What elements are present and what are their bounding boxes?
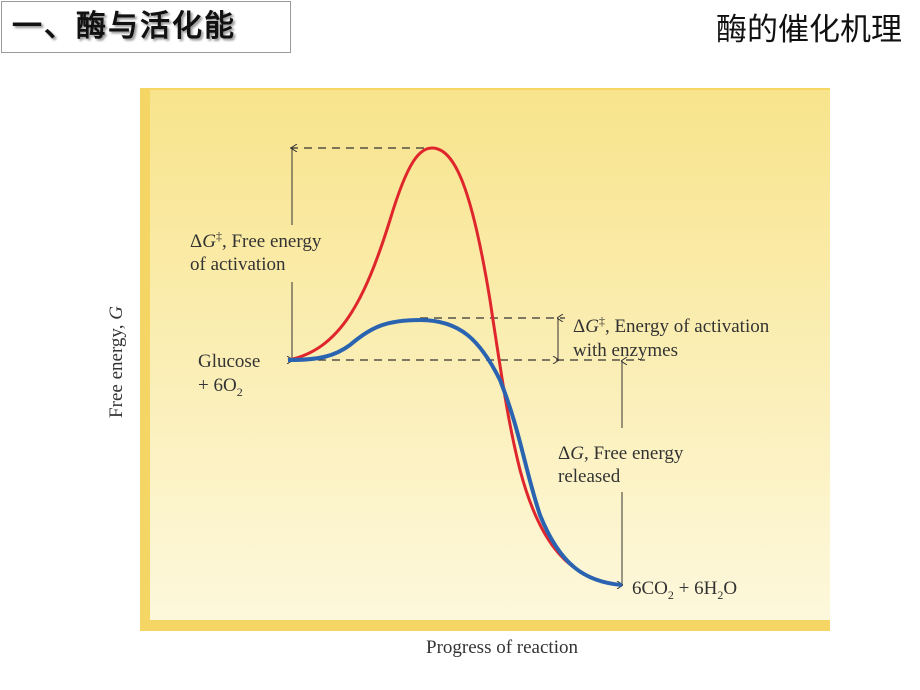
- uncatalyzed-label-line1: ΔG‡, Free energy: [190, 229, 322, 252]
- reactants-label-line1: Glucose: [198, 351, 260, 372]
- catalyzed-label-line1: ΔG‡, Energy of activation: [573, 314, 770, 337]
- products-label: 6CO2 + 6H2O: [632, 578, 737, 602]
- catalyzed-label-line2: with enzymes: [573, 340, 678, 361]
- uncatalyzed-curve: [287, 146, 623, 587]
- reactants-label-line2: + 6O2: [198, 375, 243, 399]
- uncatalyzed-label-line2: of activation: [190, 254, 286, 275]
- released-label-line2: released: [558, 466, 621, 487]
- y-axis-label: Free energy, G: [106, 306, 127, 418]
- section-title: 一、酶与活化能: [1, 1, 291, 53]
- x-axis-label: Progress of reaction: [426, 637, 578, 658]
- released-label-line1: ΔG, Free energy: [558, 443, 684, 464]
- panel-background: [150, 90, 830, 620]
- topic-title: 酶的催化机理: [716, 12, 902, 48]
- catalyzed-curve: [287, 317, 623, 587]
